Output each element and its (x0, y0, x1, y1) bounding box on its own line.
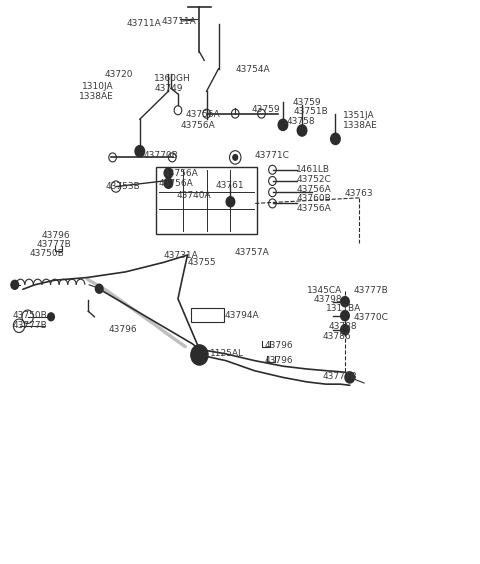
FancyBboxPatch shape (192, 308, 224, 323)
Text: 43798: 43798 (314, 296, 343, 305)
Circle shape (135, 146, 144, 157)
Text: 43731A: 43731A (164, 250, 198, 259)
Circle shape (191, 345, 208, 365)
Text: 43796: 43796 (265, 356, 293, 365)
Text: 43796: 43796 (265, 341, 293, 350)
Circle shape (341, 311, 349, 321)
Circle shape (297, 125, 307, 136)
Text: 43711A: 43711A (161, 17, 196, 26)
Circle shape (331, 133, 340, 144)
Text: 43777B: 43777B (322, 372, 357, 381)
Text: 43759: 43759 (252, 105, 280, 113)
Text: 1310JA: 1310JA (82, 82, 114, 91)
Text: 43750B: 43750B (12, 311, 47, 320)
Circle shape (341, 325, 349, 335)
Text: 43759: 43759 (292, 98, 321, 107)
FancyBboxPatch shape (156, 167, 257, 234)
Circle shape (11, 280, 19, 289)
Text: 43756A: 43756A (180, 121, 215, 130)
Text: 1345CA: 1345CA (307, 287, 342, 296)
Text: 43796: 43796 (42, 231, 71, 240)
Text: 43771C: 43771C (254, 151, 289, 160)
Text: 43756A: 43756A (296, 204, 331, 213)
Text: 43794A: 43794A (225, 311, 259, 320)
Circle shape (48, 313, 54, 321)
Text: 43751B: 43751B (294, 107, 329, 116)
Text: 43753B: 43753B (106, 182, 140, 191)
Text: 43777B: 43777B (36, 240, 71, 249)
Text: 43763: 43763 (345, 189, 373, 198)
Circle shape (345, 372, 355, 383)
Text: 1338AE: 1338AE (79, 92, 114, 102)
Circle shape (226, 197, 235, 207)
Text: 43740A: 43740A (177, 191, 212, 200)
Text: 43796: 43796 (109, 325, 137, 334)
Text: 43752C: 43752C (296, 175, 331, 184)
Text: 43756A: 43756A (296, 185, 331, 194)
Text: 43761: 43761 (215, 181, 244, 190)
Circle shape (233, 155, 238, 160)
Circle shape (341, 297, 349, 307)
Text: 1360GH: 1360GH (154, 74, 191, 83)
Text: 43786: 43786 (322, 332, 351, 341)
Text: 43788: 43788 (328, 323, 357, 332)
Text: 43760B: 43760B (296, 195, 331, 204)
Text: 43777B: 43777B (12, 321, 47, 330)
Text: 1461LB: 1461LB (296, 165, 330, 174)
Text: 43756A: 43756A (159, 179, 193, 188)
Text: 1311BA: 1311BA (326, 305, 361, 314)
Text: 43750B: 43750B (29, 249, 64, 258)
Text: 43757A: 43757A (234, 248, 269, 257)
Text: 43758: 43758 (286, 117, 315, 126)
Circle shape (96, 284, 103, 293)
Text: 1351JA: 1351JA (343, 111, 374, 120)
Text: 1338AE: 1338AE (343, 121, 377, 130)
Circle shape (164, 178, 173, 188)
Text: 43777B: 43777B (354, 287, 388, 296)
Text: 1125AL: 1125AL (210, 349, 244, 358)
Text: 43749: 43749 (154, 84, 182, 93)
Text: 43756A: 43756A (164, 169, 198, 178)
Circle shape (164, 168, 173, 178)
Text: 43755: 43755 (188, 258, 216, 267)
Text: 43756A: 43756A (185, 110, 220, 119)
Text: 43770B: 43770B (144, 151, 179, 160)
Circle shape (278, 119, 288, 130)
Text: 43711A: 43711A (127, 19, 161, 28)
Text: 43754A: 43754A (235, 65, 270, 74)
Text: 43770C: 43770C (354, 314, 388, 323)
Text: 43720: 43720 (104, 70, 132, 79)
